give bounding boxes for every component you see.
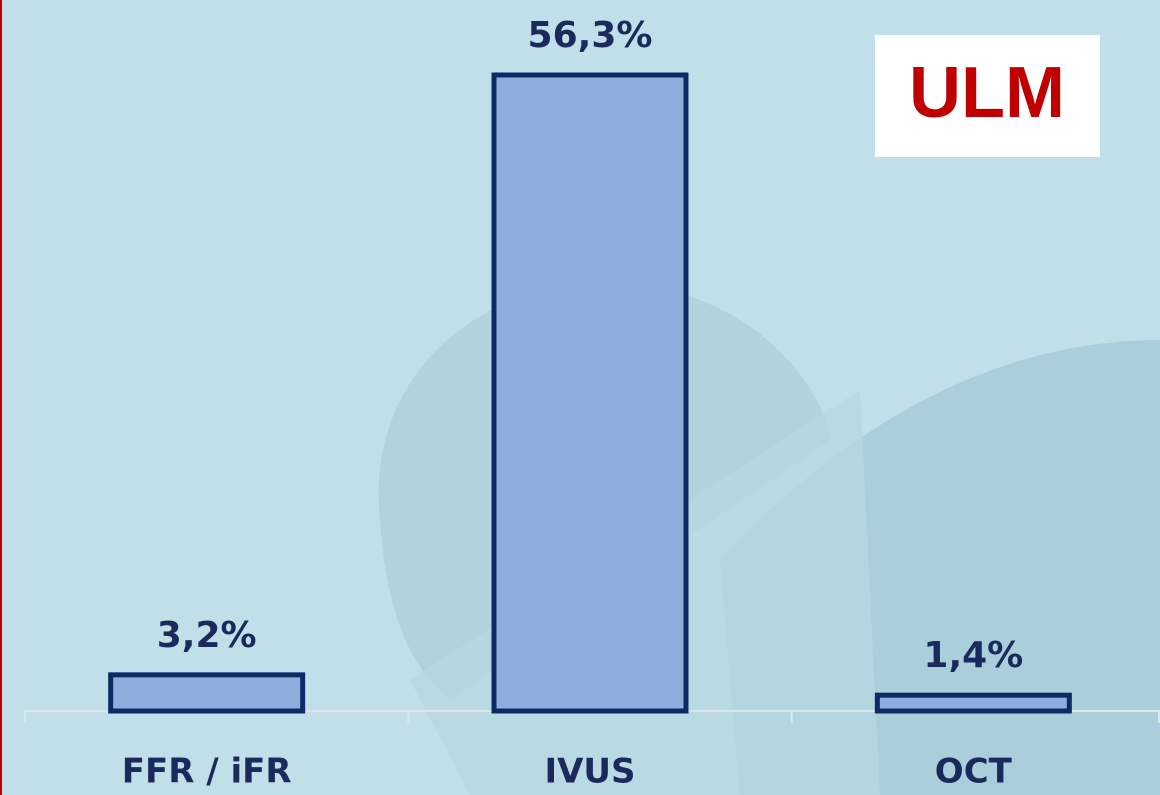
x-tick-label: OCT xyxy=(935,752,1013,792)
x-tick-label: FFR / iFR xyxy=(122,752,292,792)
bar xyxy=(494,75,686,711)
value-label: 1,4% xyxy=(923,635,1023,676)
annotation: ULM xyxy=(909,53,1065,133)
value-label: 3,2% xyxy=(157,615,257,656)
bar xyxy=(877,695,1069,711)
bar xyxy=(111,675,303,711)
value-label: 56,3% xyxy=(528,15,653,56)
page: {"chart_data": {"type": "bar", "annotati… xyxy=(0,0,1160,795)
x-tick-label: IVUS xyxy=(544,752,635,792)
chart: ULM 3,2% FFR / iFR 56,3% IVUS 1,4% OCT xyxy=(0,0,1160,795)
